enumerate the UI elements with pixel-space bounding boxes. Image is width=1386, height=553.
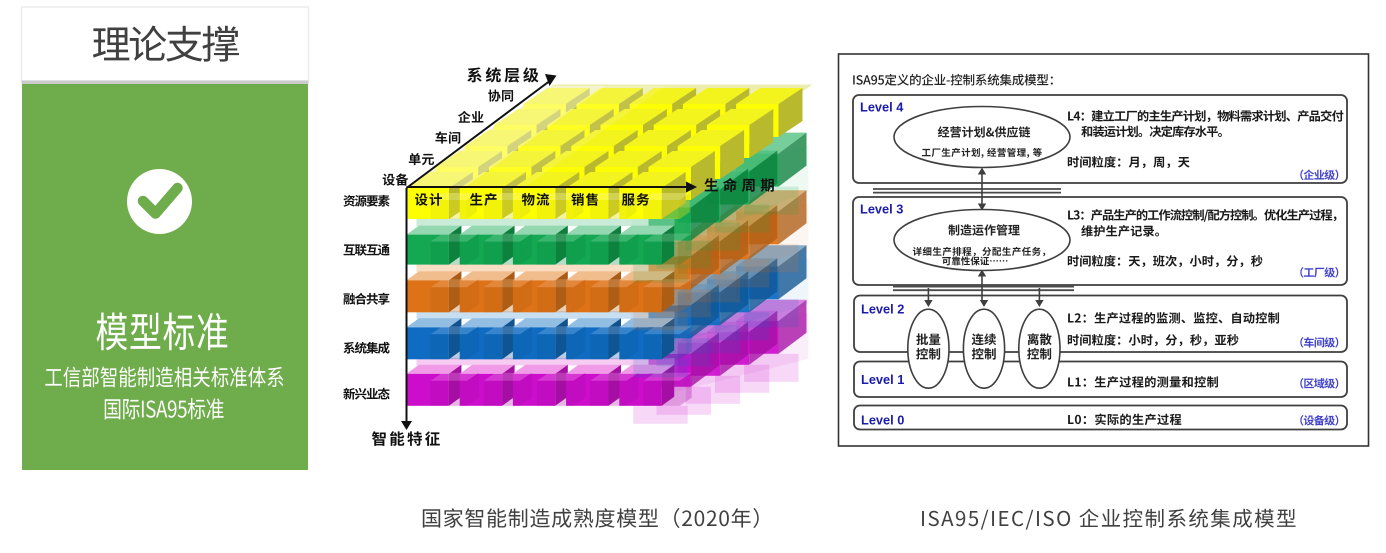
svg-text:Level 0: Level 0: [861, 413, 904, 428]
svg-text:Level 1: Level 1: [861, 372, 904, 387]
svg-text:Level 2: Level 2: [861, 302, 904, 317]
svg-text:Level 4: Level 4: [860, 100, 904, 115]
svg-text:Level 3: Level 3: [860, 202, 903, 217]
